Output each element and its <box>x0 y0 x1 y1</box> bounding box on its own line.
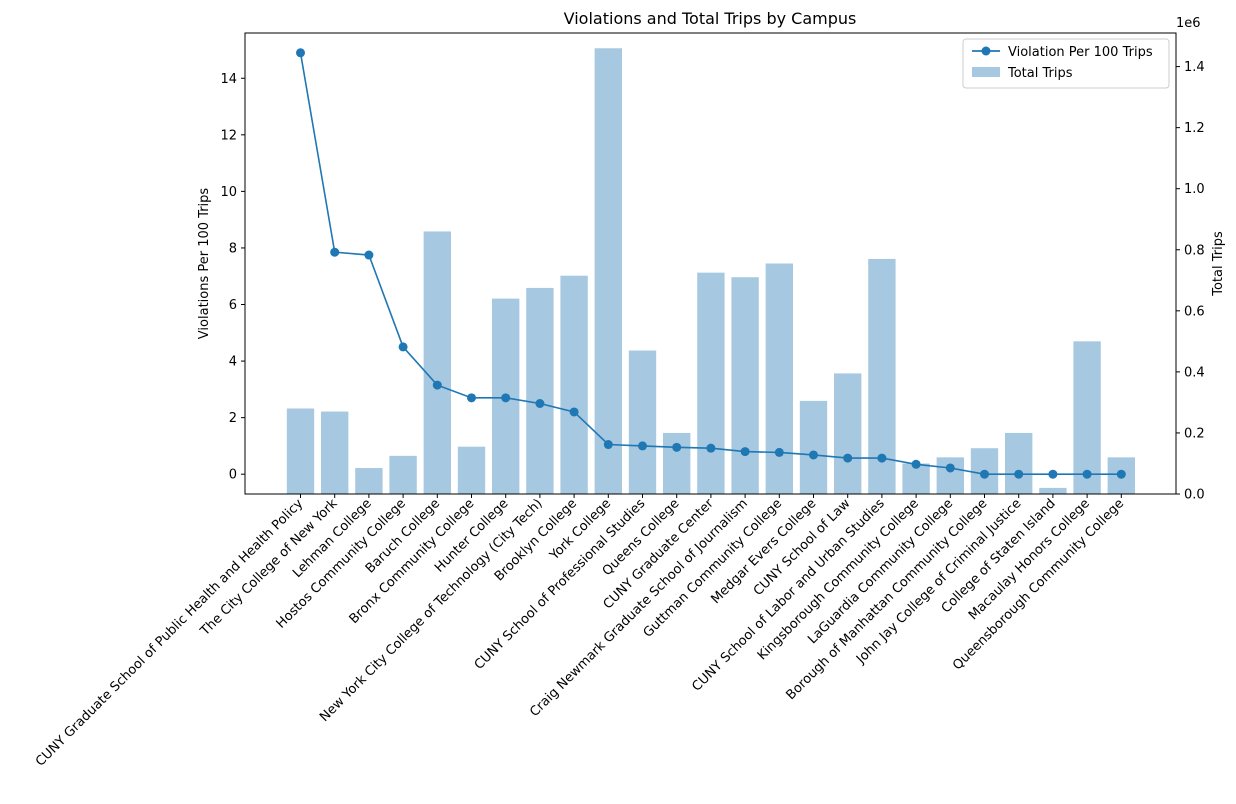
line-marker <box>364 250 374 260</box>
line-marker <box>911 459 921 469</box>
line-marker <box>877 453 887 463</box>
legend-bar-swatch <box>972 67 1000 77</box>
legend: Violation Per 100 Trips Total Trips <box>962 38 1170 89</box>
bar <box>697 272 725 494</box>
line-series <box>296 48 1126 479</box>
y2-tick-label: 0.2 <box>1184 426 1205 441</box>
legend-label-line: Violation Per 100 Trips <box>1008 45 1153 60</box>
y-tick-label: 12 <box>220 128 237 143</box>
bar <box>389 455 417 494</box>
bar <box>355 468 383 494</box>
line-marker <box>501 393 511 403</box>
y2-tick-label: 1.0 <box>1184 182 1205 197</box>
y2-tick-label: 0.0 <box>1184 488 1205 503</box>
line-marker <box>945 463 955 473</box>
line-marker <box>843 453 853 463</box>
line-marker <box>1048 469 1058 479</box>
y-tick-label: 4 <box>229 355 237 370</box>
y2-tick-label: 0.8 <box>1184 243 1205 258</box>
bar <box>936 457 964 494</box>
line-marker <box>1116 469 1126 479</box>
y-axis-label-right: Total Trips <box>1211 231 1226 297</box>
legend-label-bar: Total Trips <box>1007 66 1073 81</box>
bar <box>834 373 862 494</box>
line-marker <box>535 399 545 408</box>
line-marker <box>603 440 613 450</box>
y2-offset-label: 1e6 <box>1176 16 1201 31</box>
left-y-axis: 0 2 4 6 8 10 12 14 <box>220 72 245 483</box>
y-tick-label: 10 <box>220 185 237 200</box>
bar <box>731 277 759 494</box>
bar <box>560 275 588 494</box>
line-marker <box>638 441 647 451</box>
bar <box>1073 341 1101 494</box>
bar <box>628 350 657 494</box>
line-marker <box>1014 469 1024 479</box>
bar <box>286 408 315 494</box>
line-marker <box>330 247 340 257</box>
y2-tick-label: 1.4 <box>1184 60 1205 75</box>
chart-title: Violations and Total Trips by Campus <box>564 9 857 28</box>
line-marker <box>467 393 476 403</box>
y-tick-label: 8 <box>229 241 237 256</box>
line-marker <box>706 443 716 453</box>
y-axis-label-left: Violations Per 100 Trips <box>197 188 212 340</box>
y2-tick-label: 1.2 <box>1184 121 1205 136</box>
line-marker <box>296 48 305 58</box>
line-marker <box>672 442 682 452</box>
y2-tick-label: 0.4 <box>1184 365 1205 380</box>
line-marker <box>1082 469 1092 479</box>
bar <box>594 48 622 494</box>
right-y-axis: 0.0 0.2 0.4 0.6 0.8 1.0 1.2 1.4 <box>1176 60 1205 503</box>
y-tick-label: 2 <box>229 411 237 426</box>
bar <box>1005 432 1033 494</box>
bar <box>765 263 793 494</box>
line-marker <box>740 447 750 457</box>
bar <box>423 231 451 494</box>
line-marker <box>809 450 818 460</box>
line-marker <box>398 342 408 352</box>
bar <box>457 446 486 494</box>
bar <box>1039 487 1067 494</box>
line-marker <box>432 380 442 390</box>
legend-line-marker <box>981 46 991 56</box>
y-tick-label: 0 <box>229 468 237 483</box>
bar <box>321 411 349 494</box>
legend-box <box>962 38 1170 89</box>
line-marker <box>980 469 989 479</box>
bar <box>526 287 554 494</box>
y2-tick-label: 0.6 <box>1184 304 1205 319</box>
y-tick-label: 6 <box>229 298 237 313</box>
bar <box>663 432 691 494</box>
line-marker <box>569 407 579 417</box>
line-marker <box>774 447 784 457</box>
y-tick-label: 14 <box>220 72 237 87</box>
bar <box>799 400 828 494</box>
